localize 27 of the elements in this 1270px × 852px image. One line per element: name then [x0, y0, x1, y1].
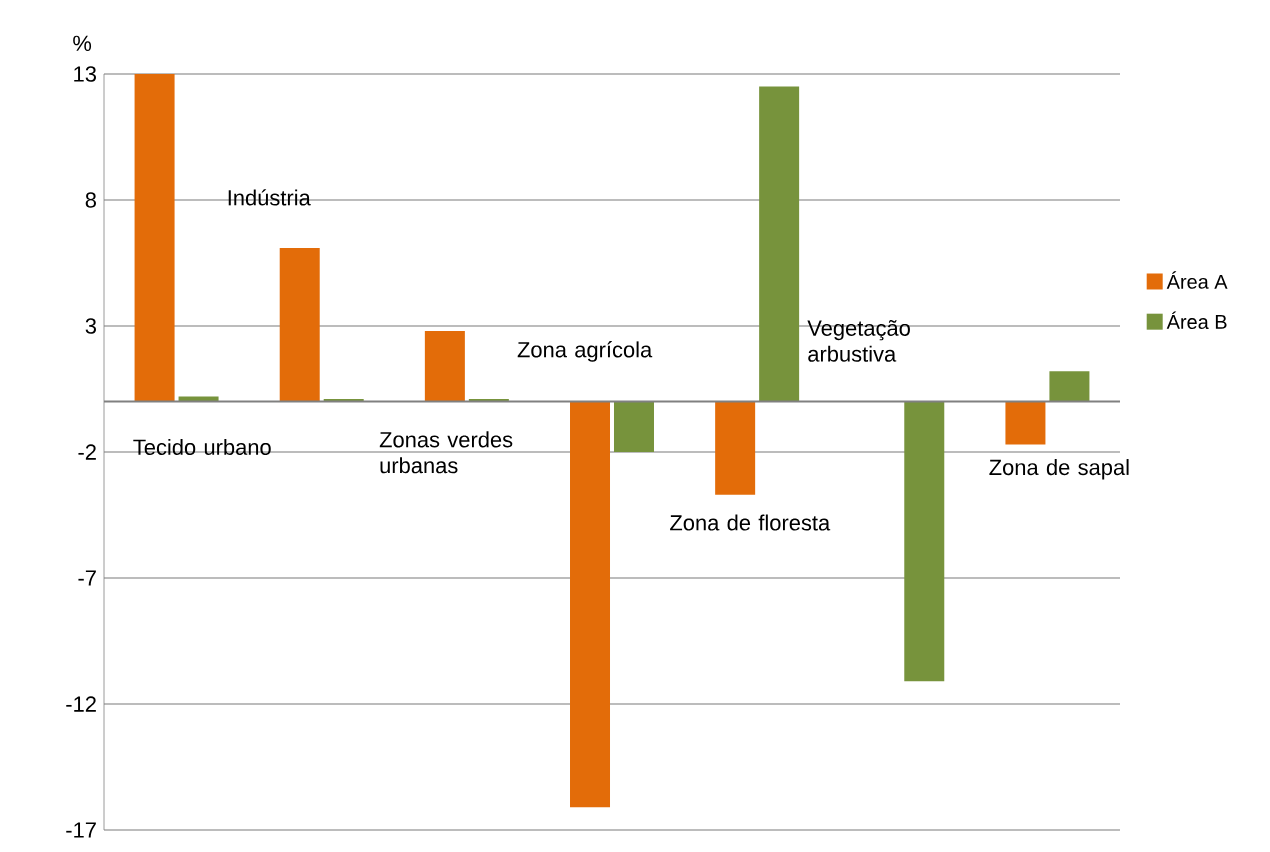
y-tick-label: -7 [78, 570, 96, 586]
y-tick-label: -2 [78, 444, 96, 460]
bar [904, 401, 945, 682]
x-tick-label: Zona agrícola [517, 341, 653, 362]
x-tick-label: Zona de sapal [989, 459, 1129, 480]
y-tick-label: -17 [66, 822, 96, 838]
bar [613, 401, 654, 452]
x-tick-label: Tecido urbano [133, 438, 271, 455]
bar [570, 401, 611, 808]
y-tick-label: 13 [74, 66, 96, 82]
bar [279, 247, 320, 402]
y-tick-label: 8 [85, 192, 96, 208]
x-tick-label: Zona de floresta [670, 514, 831, 531]
bar [134, 73, 175, 402]
x-tick-label: Zonas verdes urbanas [379, 431, 513, 474]
bar [424, 331, 465, 402]
bar [1005, 401, 1046, 445]
legend-label: Área B [1166, 311, 1227, 330]
bar [715, 401, 756, 495]
bar [759, 86, 800, 402]
y-tick-label: -12 [66, 696, 96, 712]
x-tick-label: Indústria [228, 189, 311, 206]
y-axis-title: % [73, 35, 92, 51]
legend-label: Área A [1166, 271, 1228, 289]
x-tick-label: Vegetação arbustiva [807, 319, 910, 362]
bar [1049, 371, 1090, 402]
y-tick-label: 3 [85, 318, 96, 334]
